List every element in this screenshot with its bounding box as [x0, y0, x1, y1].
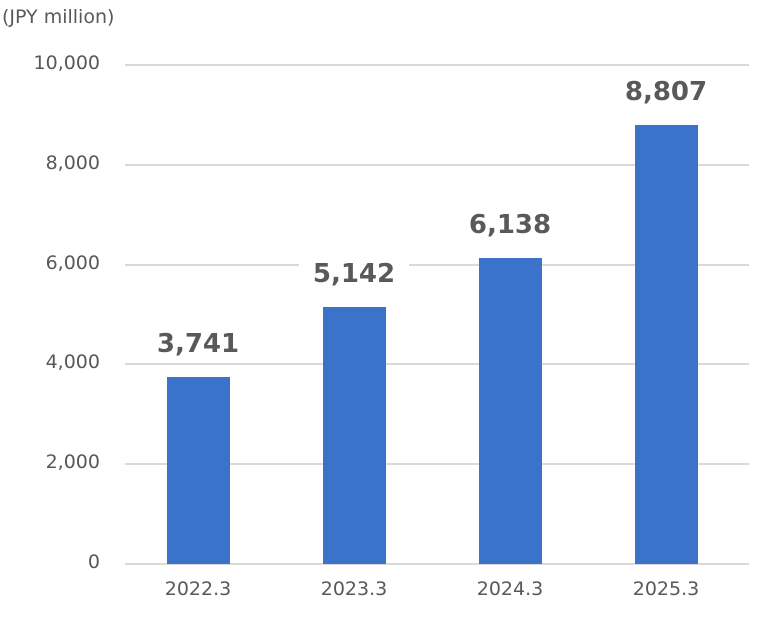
value-label: 5,142 — [299, 259, 409, 290]
bar — [634, 124, 698, 564]
gridline — [125, 64, 749, 66]
y-tick-label: 8,000 — [45, 151, 100, 174]
gridline — [125, 263, 749, 266]
bar — [322, 307, 386, 564]
bar — [166, 377, 230, 564]
x-tick-label: 2024.3 — [476, 578, 544, 600]
gridline — [125, 463, 749, 466]
gridline — [125, 163, 749, 166]
gridline — [125, 363, 749, 366]
value-label: 6,138 — [455, 209, 565, 240]
bar — [478, 257, 542, 564]
value-label: 3,741 — [143, 329, 253, 360]
unit-label: (JPY million) — [2, 6, 115, 28]
x-tick-label: 2025.3 — [632, 578, 700, 600]
y-tick-label: 4,000 — [45, 351, 100, 374]
y-tick-label: 10,000 — [33, 52, 100, 74]
x-tick-label: 2022.3 — [164, 578, 232, 600]
y-tick-label: 6,000 — [45, 251, 100, 274]
x-tick-label: 2023.3 — [320, 578, 388, 600]
y-tick-label: 2,000 — [45, 451, 100, 474]
value-label: 8,807 — [611, 76, 721, 107]
gridline — [125, 563, 749, 565]
y-tick-label: 0 — [87, 551, 100, 573]
